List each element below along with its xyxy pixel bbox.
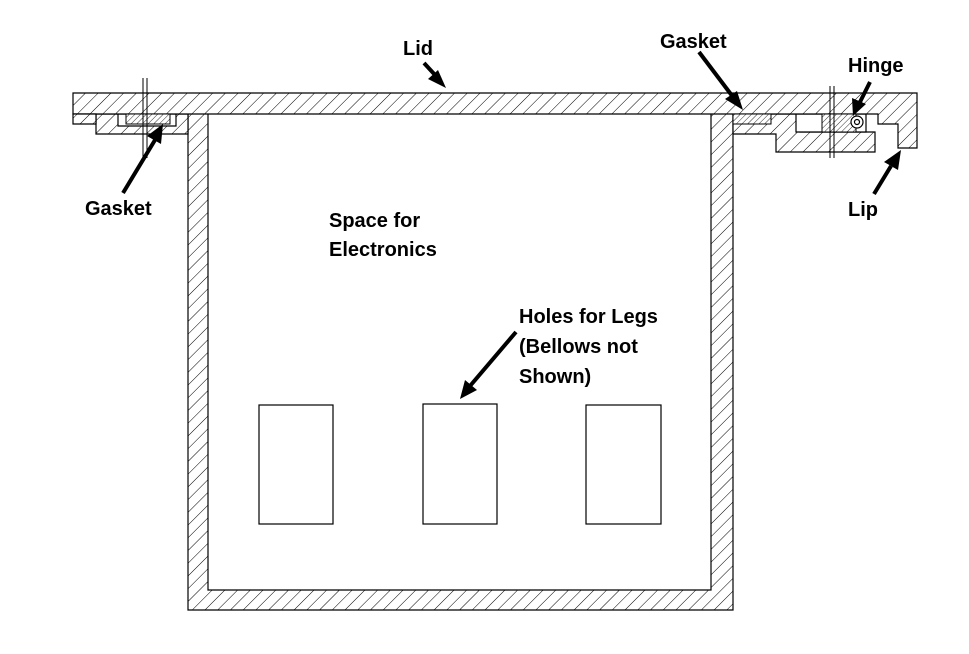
label-space-line2: Electronics bbox=[329, 239, 437, 261]
lid bbox=[72, 92, 918, 149]
label-lip: Lip bbox=[848, 199, 878, 221]
gasket-right bbox=[732, 113, 772, 125]
lip-arrow bbox=[872, 150, 901, 196]
hinge-arrow bbox=[852, 81, 872, 116]
label-hinge: Hinge bbox=[848, 55, 904, 77]
box-body bbox=[187, 111, 734, 611]
holes-arrow bbox=[460, 330, 518, 399]
label-holes-line2: (Bellows not bbox=[519, 336, 638, 358]
label-gasket-right: Gasket bbox=[660, 31, 727, 53]
label-lid: Lid bbox=[403, 38, 433, 60]
gasket-left-arrow bbox=[121, 124, 163, 195]
gasket-right-arrow bbox=[697, 50, 743, 110]
leg-hole-center bbox=[422, 403, 498, 525]
label-space-line1: Space for bbox=[329, 210, 420, 232]
hinge bbox=[821, 86, 864, 158]
label-holes-line1: Holes for Legs bbox=[519, 306, 658, 328]
lid-arrow bbox=[422, 61, 446, 88]
leg-hole-left bbox=[258, 404, 334, 525]
label-holes-line3: Shown) bbox=[519, 366, 591, 388]
leg-hole-right bbox=[585, 404, 662, 525]
label-gasket-left: Gasket bbox=[85, 198, 152, 220]
gasket-left bbox=[125, 78, 171, 158]
